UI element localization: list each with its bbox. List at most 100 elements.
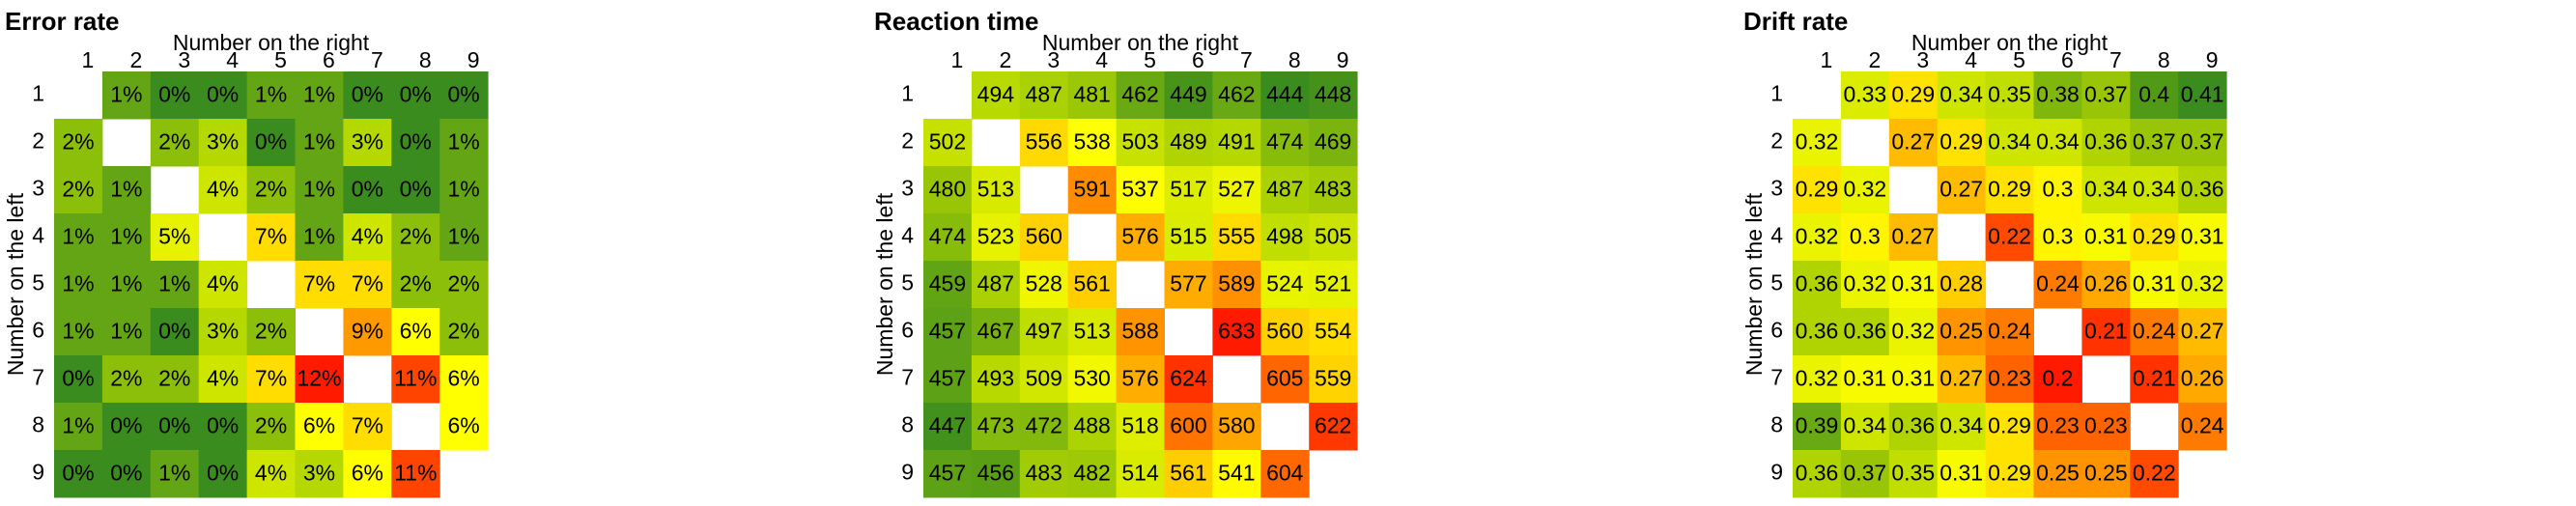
heatmap-cell xyxy=(1260,308,1310,356)
heatmap-cell xyxy=(1309,403,1358,451)
heatmap-cell xyxy=(1019,355,1069,404)
heatmap-cell xyxy=(295,213,344,262)
cell-label: 3% xyxy=(207,129,239,155)
heatmap-cell xyxy=(150,71,200,120)
x-tick-label: 5 xyxy=(2013,47,2025,72)
cell-label: 513 xyxy=(977,177,1014,202)
heatmap-cell xyxy=(343,213,392,262)
heatmap-cell xyxy=(2033,450,2082,498)
heatmap-cell xyxy=(1067,308,1118,356)
heatmap-cell xyxy=(343,450,392,498)
heatmap-cell xyxy=(1164,355,1213,404)
heatmap-cell xyxy=(971,403,1021,451)
heatmap-cell xyxy=(1937,355,1987,404)
heatmap-cell xyxy=(391,119,440,167)
heatmap-cell xyxy=(150,355,200,404)
heatmap-cell xyxy=(295,166,344,214)
heatmap-cell xyxy=(2130,71,2179,120)
heatmap-cell xyxy=(971,308,1021,356)
cell-label: 0.24 xyxy=(2036,271,2080,296)
heatmap-cell xyxy=(2178,71,2227,120)
cell-label: 2% xyxy=(400,224,432,249)
heatmap-cell xyxy=(1212,166,1261,214)
heatmap-cell xyxy=(1840,213,1890,262)
cell-label: 1% xyxy=(303,177,335,202)
x-tick-label: 1 xyxy=(82,47,95,72)
y-tick-label: 9 xyxy=(32,460,44,485)
cell-label: 0% xyxy=(158,82,190,107)
heatmap-cell xyxy=(1164,213,1213,262)
y-tick-label: 3 xyxy=(901,176,914,201)
heatmap-cell xyxy=(246,166,296,214)
heatmap-cell xyxy=(439,355,489,404)
x-tick-label: 9 xyxy=(467,47,480,72)
x-tick-label: 9 xyxy=(1337,47,1349,72)
x-tick-label: 4 xyxy=(1965,47,1977,72)
heatmap-cell xyxy=(1116,213,1165,262)
heatmap-cell xyxy=(391,166,440,214)
heatmap-cell xyxy=(1888,308,1939,356)
cell-label: 9% xyxy=(352,319,383,344)
x-tick-label: 7 xyxy=(371,47,383,72)
x-tick-label: 2 xyxy=(129,47,142,72)
cell-label: 560 xyxy=(1266,319,1303,344)
heatmap-cell xyxy=(1067,166,1118,214)
heatmap-cell xyxy=(1937,450,1987,498)
cell-label: 457 xyxy=(929,319,966,344)
cell-label: 2% xyxy=(62,129,94,155)
cell-label: 1% xyxy=(110,177,142,202)
heatmap-cell xyxy=(150,403,200,451)
cell-label: 4% xyxy=(207,366,239,391)
cell-label: 1% xyxy=(110,271,142,296)
cell-label: 7% xyxy=(255,224,287,249)
heatmap-cell xyxy=(391,71,440,120)
heatmap-cell xyxy=(246,450,296,498)
cell-label: 0% xyxy=(207,82,239,107)
heatmap-cell xyxy=(54,355,103,404)
y-tick-label: 3 xyxy=(1770,176,1783,201)
x-tick-label: 5 xyxy=(274,47,287,72)
cell-label: 2% xyxy=(62,177,94,202)
heatmap-cell xyxy=(2033,261,2082,309)
cell-label: 588 xyxy=(1121,319,1158,344)
cell-label: 457 xyxy=(929,461,966,486)
heatmap-cell xyxy=(439,166,489,214)
cell-label: 4% xyxy=(352,224,383,249)
heatmap-cell xyxy=(198,308,248,356)
heatmap-cell xyxy=(343,119,392,167)
heatmap-cell xyxy=(923,308,973,356)
x-tick-label: 3 xyxy=(178,47,190,72)
y-tick-label: 1 xyxy=(901,81,914,106)
heatmap-cell xyxy=(150,119,200,167)
cell-label: 1% xyxy=(255,82,287,107)
cell-label: 2% xyxy=(158,129,190,155)
heatmap-cell xyxy=(1067,119,1118,167)
cell-label: 0.36 xyxy=(1796,271,1839,296)
y-tick-label: 8 xyxy=(32,412,44,437)
cell-label: 11% xyxy=(394,366,437,391)
cell-label: 488 xyxy=(1073,413,1110,438)
cell-label: 0.24 xyxy=(1988,319,2031,344)
cell-label: 0.34 xyxy=(1939,413,1983,438)
cell-label: 6% xyxy=(400,319,432,344)
cell-label: 0.36 xyxy=(1843,319,1886,344)
cell-label: 1% xyxy=(110,82,142,107)
chart-title: Error rate xyxy=(5,7,120,36)
heatmap-cell xyxy=(2130,166,2179,214)
cell-label: 0% xyxy=(62,461,94,486)
cell-label: 0% xyxy=(352,82,383,107)
cell-label: 0.2 xyxy=(2042,366,2073,391)
cell-label: 523 xyxy=(977,224,1014,249)
y-tick-label: 2 xyxy=(32,128,44,154)
cell-label: 0.28 xyxy=(1939,271,1983,296)
heatmap-cell xyxy=(391,213,440,262)
cell-label: 2% xyxy=(448,271,480,296)
cell-label: 0% xyxy=(110,461,142,486)
heatmap-cell xyxy=(1309,308,1358,356)
cell-label: 0.29 xyxy=(1988,413,2031,438)
y-tick-label: 2 xyxy=(901,128,914,154)
cell-label: 2% xyxy=(255,319,287,344)
cell-label: 0.29 xyxy=(1988,461,2031,486)
cell-label: 0.31 xyxy=(2084,224,2128,249)
heatmap-cell xyxy=(1116,450,1165,498)
